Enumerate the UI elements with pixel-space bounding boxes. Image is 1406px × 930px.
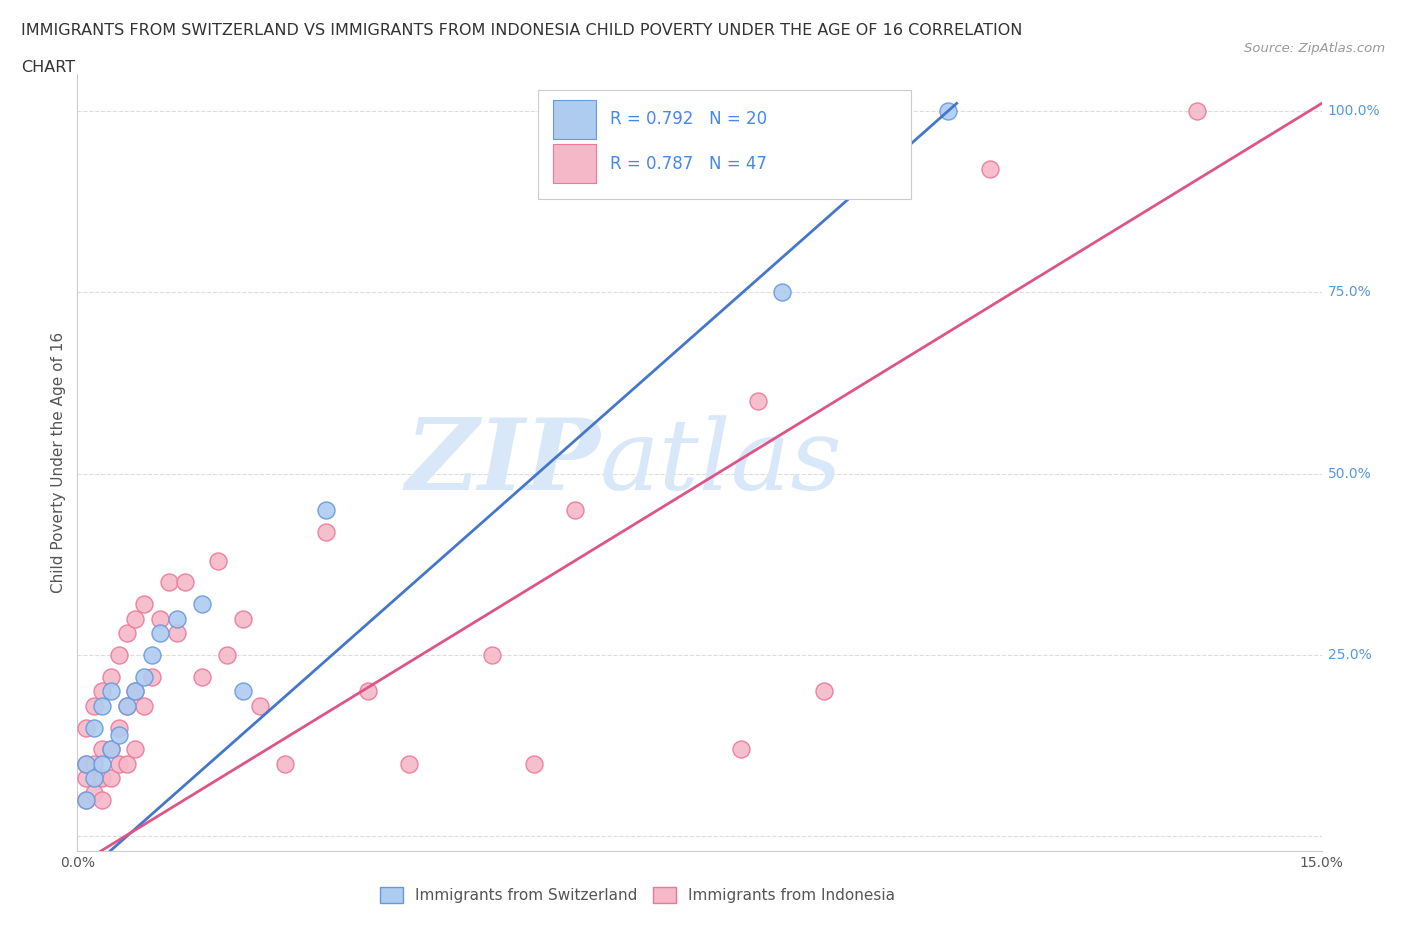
Point — [132, 698, 155, 713]
Point — [149, 626, 172, 641]
Point — [75, 792, 97, 807]
Text: 100.0%: 100.0% — [1327, 103, 1381, 118]
Point — [100, 742, 122, 757]
Text: Source: ZipAtlas.com: Source: ZipAtlas.com — [1244, 42, 1385, 55]
Point — [174, 575, 197, 590]
Y-axis label: Child Poverty Under the Age of 16: Child Poverty Under the Age of 16 — [51, 332, 66, 593]
Point — [149, 611, 172, 626]
Point — [132, 597, 155, 612]
Point — [75, 771, 97, 786]
Point — [100, 742, 122, 757]
Bar — [553, 144, 596, 183]
Point — [730, 742, 752, 757]
Point — [141, 647, 163, 662]
Point — [813, 684, 835, 698]
Point — [91, 742, 114, 757]
Text: 25.0%: 25.0% — [1327, 648, 1372, 662]
Point — [274, 756, 297, 771]
Point — [191, 597, 214, 612]
Point — [772, 285, 794, 299]
Point — [124, 611, 146, 626]
Text: 50.0%: 50.0% — [1327, 467, 1372, 481]
Point — [357, 684, 380, 698]
Point — [83, 786, 105, 801]
Point — [398, 756, 420, 771]
Point — [75, 756, 97, 771]
Point — [75, 792, 97, 807]
Point — [232, 611, 254, 626]
Text: R = 0.787   N = 47: R = 0.787 N = 47 — [610, 154, 766, 173]
Point — [115, 756, 138, 771]
Point — [108, 756, 131, 771]
Point — [1187, 103, 1209, 118]
Text: atlas: atlas — [600, 415, 842, 511]
Point — [100, 684, 122, 698]
Point — [166, 611, 188, 626]
Point — [124, 684, 146, 698]
Point — [141, 670, 163, 684]
Point — [124, 742, 146, 757]
Point — [481, 647, 503, 662]
FancyBboxPatch shape — [537, 90, 911, 199]
Point — [91, 698, 114, 713]
Point — [83, 756, 105, 771]
Point — [938, 103, 960, 118]
Text: R = 0.792   N = 20: R = 0.792 N = 20 — [610, 111, 768, 128]
Point — [166, 626, 188, 641]
Point — [315, 525, 337, 539]
Point — [215, 647, 238, 662]
Point — [115, 626, 138, 641]
Point — [100, 771, 122, 786]
Point — [523, 756, 546, 771]
Point — [232, 684, 254, 698]
Point — [108, 727, 131, 742]
Point — [83, 698, 105, 713]
Point — [100, 670, 122, 684]
Point — [91, 792, 114, 807]
Point — [91, 771, 114, 786]
Point — [191, 670, 214, 684]
Point — [108, 647, 131, 662]
Point — [132, 670, 155, 684]
Bar — [553, 100, 596, 139]
Point — [91, 684, 114, 698]
Point — [249, 698, 271, 713]
Text: CHART: CHART — [21, 60, 75, 75]
Point — [979, 161, 1001, 176]
Point — [75, 720, 97, 735]
Point — [747, 393, 769, 408]
Point — [315, 502, 337, 517]
Text: IMMIGRANTS FROM SWITZERLAND VS IMMIGRANTS FROM INDONESIA CHILD POVERTY UNDER THE: IMMIGRANTS FROM SWITZERLAND VS IMMIGRANT… — [21, 23, 1022, 38]
Point — [83, 720, 105, 735]
Point — [115, 698, 138, 713]
Text: ZIP: ZIP — [405, 415, 600, 511]
Text: 75.0%: 75.0% — [1327, 286, 1372, 299]
Point — [124, 684, 146, 698]
Point — [108, 720, 131, 735]
Point — [115, 698, 138, 713]
Point — [75, 756, 97, 771]
Point — [157, 575, 180, 590]
Point — [564, 502, 586, 517]
Point — [91, 756, 114, 771]
Point — [207, 553, 229, 568]
Legend: Immigrants from Switzerland, Immigrants from Indonesia: Immigrants from Switzerland, Immigrants … — [374, 881, 901, 910]
Point — [83, 771, 105, 786]
